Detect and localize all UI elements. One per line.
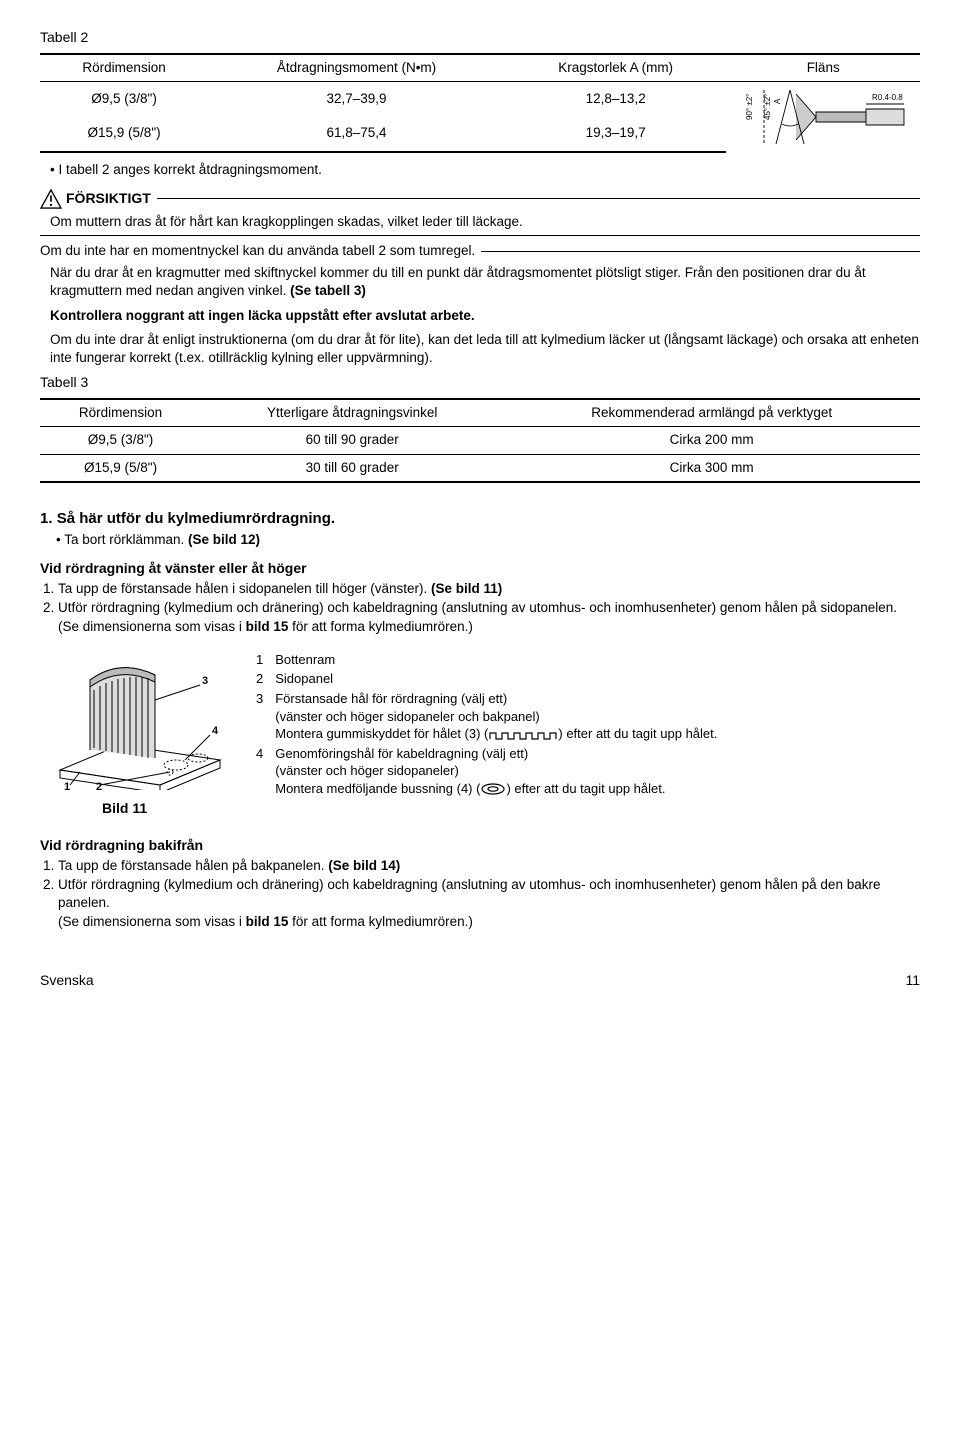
warning-icon — [40, 189, 62, 209]
route-lr-steps: Ta upp de förstansade hålen i sidopanele… — [58, 580, 920, 636]
footer-right: 11 — [905, 971, 920, 990]
table3: Rördimension Ytterligare åtdragningsvink… — [40, 398, 920, 483]
caution-box: FÖRSIKTIGT Om muttern dras åt för hårt k… — [40, 189, 920, 236]
t2-r1c0: Ø15,9 (5/8") — [40, 116, 208, 151]
bullet-after-t2: I tabell 2 anges korrekt åtdragningsmome… — [50, 161, 920, 179]
route-lr-s2: Utför rördragning (kylmedium och dräneri… — [58, 599, 920, 635]
t3-r1c2: Cirka 300 mm — [503, 454, 920, 482]
caution-body: Om muttern dras åt för hårt kan kragkopp… — [50, 213, 920, 231]
svg-text:90° ±2°: 90° ±2° — [746, 94, 754, 120]
svg-text:R0.4-0.8: R0.4-0.8 — [872, 93, 903, 102]
rubber-guard-icon — [488, 729, 558, 741]
route-back-s2: Utför rördragning (kylmedium och dräneri… — [58, 876, 920, 931]
figure-11-legend: 1Bottenram 2Sidopanel 3 Förstansade hål … — [250, 650, 920, 798]
svg-text:1: 1 — [64, 781, 70, 790]
t3-r0c2: Cirka 200 mm — [503, 427, 920, 454]
t3-r0c1: 60 till 90 grader — [201, 427, 503, 454]
svg-text:45° ±2°: 45° ±2° — [763, 94, 772, 120]
figure-11-drawing: 3 4 2 1 — [50, 650, 230, 790]
table3-title: Tabell 3 — [40, 373, 920, 392]
t2-r0c1: 32,7–39,9 — [208, 82, 505, 117]
t3-h0: Rördimension — [40, 399, 201, 427]
caution-label: FÖRSIKTIGT — [66, 189, 151, 208]
svg-text:4: 4 — [212, 725, 219, 737]
page-footer: Svenska 11 — [40, 971, 920, 990]
footer-left: Svenska — [40, 971, 94, 990]
caution-top-rule — [157, 198, 920, 199]
t2-h2: Kragstorlek A (mm) — [505, 54, 726, 82]
route-back-head: Vid rördragning bakifrån — [40, 836, 920, 855]
t2-r1c1: 61,8–75,4 — [208, 116, 505, 151]
table2-title: Tabell 2 — [40, 28, 920, 47]
t2-r0c2: 12,8–13,2 — [505, 82, 726, 117]
caution-bottom-rule — [40, 235, 920, 236]
t3-h1: Ytterligare åtdragningsvinkel — [201, 399, 503, 427]
route-back-steps: Ta upp de förstansade hålen på bakpanele… — [58, 857, 920, 931]
para-kontrollera: Kontrollera noggrant att ingen läcka upp… — [50, 307, 920, 325]
para-skiftnyckel: När du drar åt en kragmutter med skiftny… — [50, 264, 920, 300]
t2-r1c2: 19,3–19,7 — [505, 116, 726, 151]
route-lr-head: Vid rördragning åt vänster eller åt höge… — [40, 559, 920, 578]
figure-11-caption: Bild 11 — [102, 799, 230, 818]
t2-flare-diagram: 90° ±2° 45° ±2° A R0.4-0.8 — [726, 82, 920, 152]
t2-r0c0: Ø9,5 (3/8") — [40, 82, 208, 117]
route-back-s1: Ta upp de förstansade hålen på bakpanele… — [58, 857, 920, 875]
tumregel-text: Om du inte har en momentnyckel kan du an… — [40, 242, 481, 260]
t3-r1c0: Ø15,9 (5/8") — [40, 454, 201, 482]
t3-h2: Rekommenderad armlängd på verktyget — [503, 399, 920, 427]
t3-r0c0: Ø9,5 (3/8") — [40, 427, 201, 454]
svg-text:2: 2 — [96, 781, 102, 790]
t2-h0: Rördimension — [40, 54, 208, 82]
route-lr-s1: Ta upp de förstansade hålen i sidopanele… — [58, 580, 920, 598]
t2-h3: Fläns — [726, 54, 920, 82]
table2: Rördimension Åtdragningsmoment (N•m) Kra… — [40, 53, 920, 153]
svg-text:3: 3 — [202, 675, 208, 687]
flare-icon: 90° ±2° 45° ±2° A R0.4-0.8 — [746, 84, 916, 150]
t3-r1c1: 30 till 60 grader — [201, 454, 503, 482]
section1-sub: Ta bort rörklämman. (Se bild 12) — [56, 531, 920, 549]
bushing-icon — [480, 782, 506, 796]
para-om-inte: Om du inte drar åt enligt instruktionern… — [50, 331, 920, 367]
tumregel-line: Om du inte har en momentnyckel kan du an… — [40, 242, 920, 260]
t2-h1: Åtdragningsmoment (N•m) — [208, 54, 505, 82]
figure-11-block: 3 4 2 1 Bild 11 1Bottenram 2Sidopanel 3 … — [50, 650, 920, 818]
svg-text:A: A — [773, 98, 782, 104]
section1-title: 1. Så här utför du kylmediumrördragning. — [40, 509, 920, 529]
